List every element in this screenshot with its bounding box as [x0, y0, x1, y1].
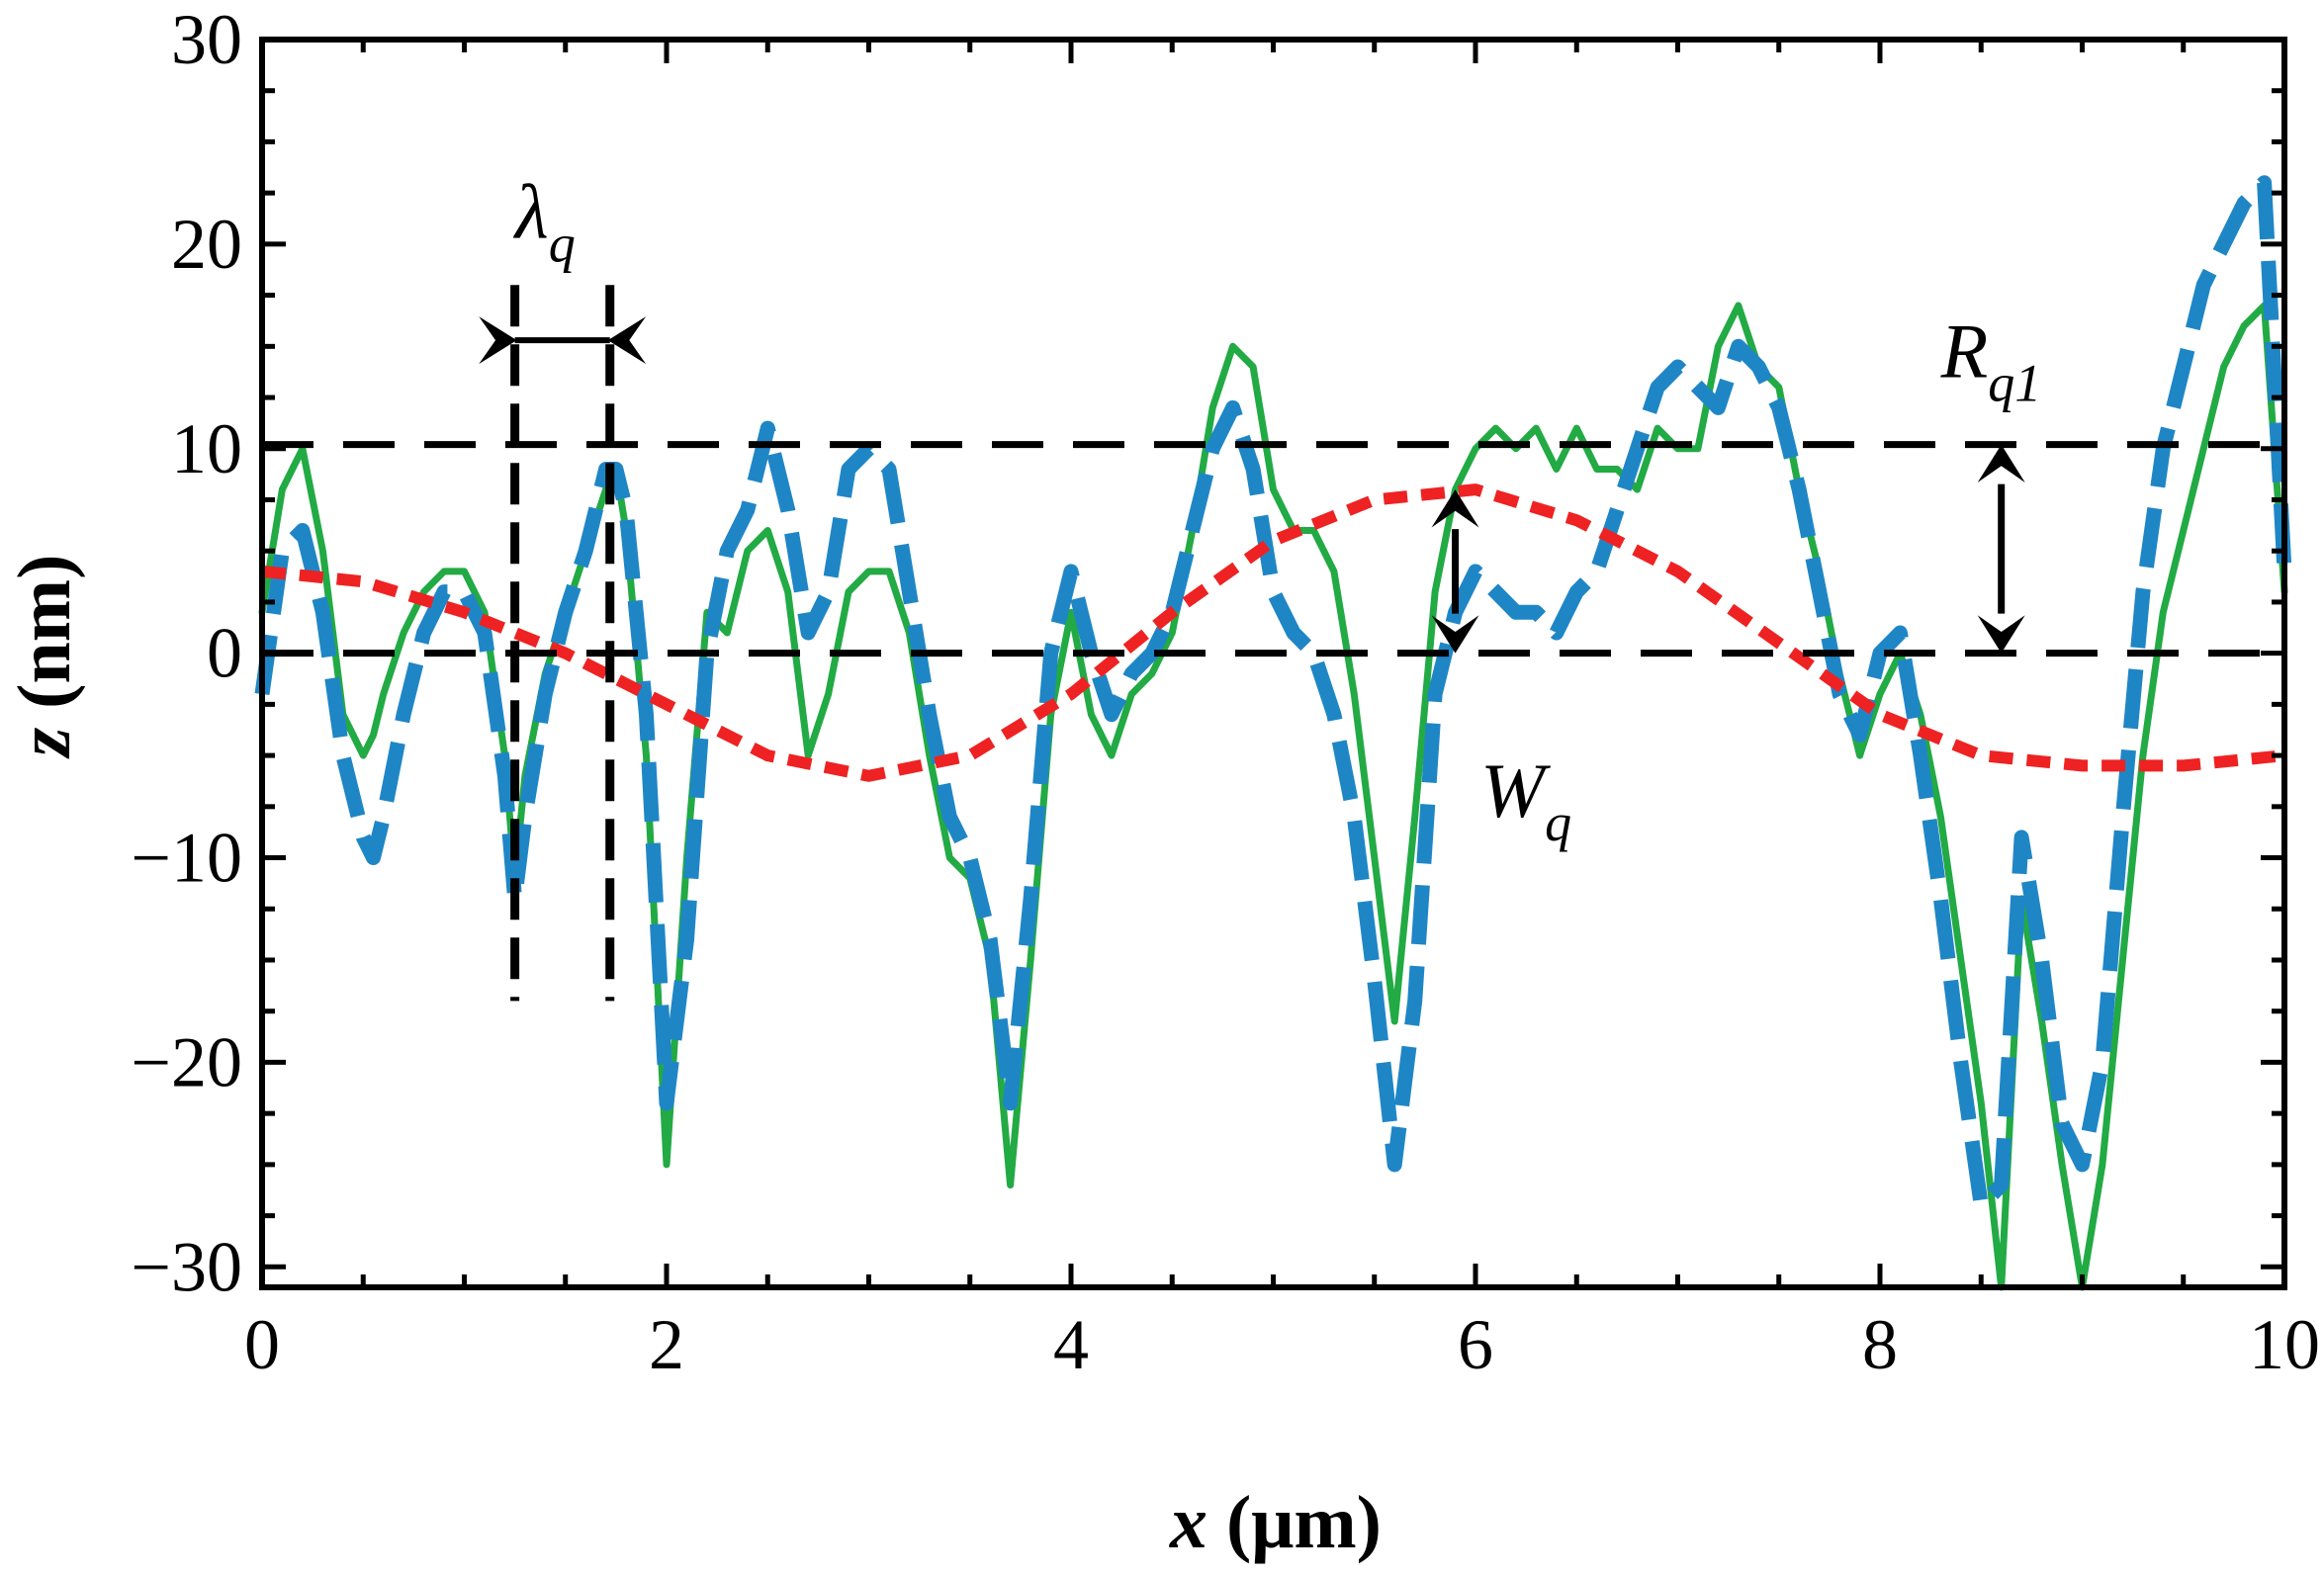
- w-q-subscript: q: [1545, 793, 1571, 852]
- x-tick-label: 6: [1458, 1305, 1493, 1384]
- y-tick-label: −20: [131, 1022, 242, 1101]
- series-fitted-line: [254, 175, 2292, 1213]
- w-q-text: W: [1480, 747, 1551, 833]
- series-measured-line: [258, 302, 2288, 1291]
- x-tick-label: 0: [244, 1305, 280, 1384]
- x-axis-label: x (μm): [1169, 1481, 1382, 1564]
- lambda-q-right-arrowhead: [607, 316, 647, 365]
- series-waviness-line: [261, 483, 2285, 782]
- x-axis-unit: (μm): [1207, 1481, 1382, 1564]
- x-tick-label: 8: [1862, 1305, 1898, 1384]
- x-axis-var: x: [1169, 1481, 1207, 1564]
- annotations: [479, 285, 2025, 1002]
- r-q1-subscript: q1: [1988, 353, 2041, 412]
- y-axis-label: z (nm): [3, 555, 86, 760]
- y-tick-label: −10: [131, 819, 242, 898]
- r-q1-bottom-arrowhead: [1977, 615, 2025, 654]
- series-layer: [254, 175, 2292, 1291]
- y-tick-label: 30: [171, 0, 242, 79]
- lambda-q-left-arrowhead: [479, 316, 517, 365]
- lambda-q-subscript: q: [549, 215, 576, 274]
- w-q-top-arrowhead: [1431, 489, 1479, 528]
- y-tick-label: 20: [171, 205, 242, 284]
- reference-lines: [262, 441, 2284, 658]
- r-q1-text: R: [1940, 307, 1989, 394]
- y-tick-labels: −30 −20 −10 0 10 20 30: [131, 0, 242, 1306]
- r-q1-label: Rq1: [1940, 307, 2042, 412]
- w-q-label: Wq: [1480, 747, 1571, 852]
- y-tick-label: 10: [171, 409, 242, 488]
- axis-ticks: [259, 37, 2287, 1287]
- r-q1-top-arrowhead: [1977, 444, 2025, 483]
- x-tick-label: 10: [2249, 1305, 2320, 1384]
- y-tick-label: −30: [131, 1227, 242, 1306]
- lambda-q-label: λq: [513, 169, 576, 274]
- y-tick-label: 0: [207, 614, 242, 693]
- x-tick-labels: 0 2 4 6 8 10: [244, 1305, 2320, 1384]
- lambda-q-text: λ: [513, 169, 549, 255]
- y-axis-unit: (nm): [3, 555, 86, 728]
- y-axis-var: z: [3, 727, 86, 759]
- w-q-bottom-arrowhead: [1431, 615, 1479, 654]
- x-tick-label: 4: [1053, 1305, 1089, 1384]
- x-tick-label: 2: [649, 1305, 684, 1384]
